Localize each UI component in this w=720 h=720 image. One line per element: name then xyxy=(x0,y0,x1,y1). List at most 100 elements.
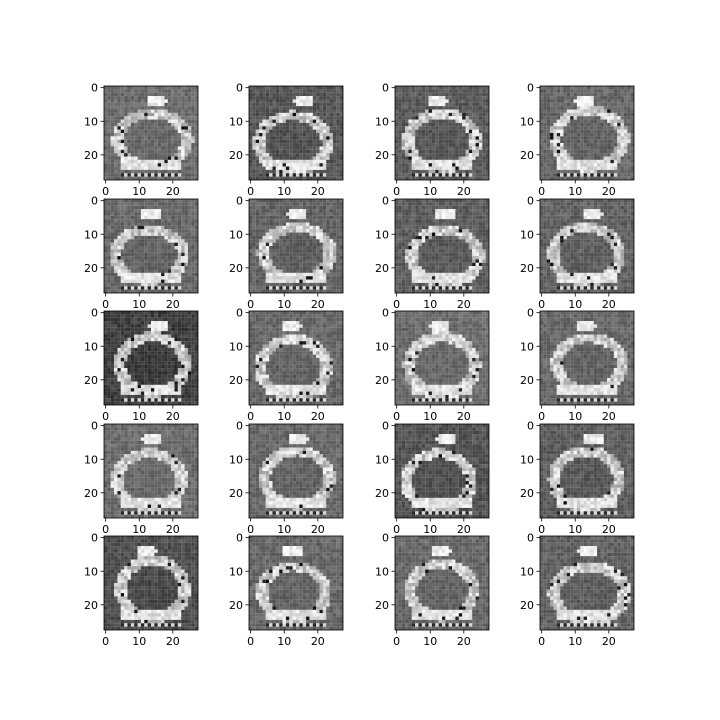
pixel-cell xyxy=(130,199,135,203)
pixel-cell xyxy=(421,136,426,140)
pixel-cell xyxy=(262,282,266,287)
pixel-cell xyxy=(617,166,621,170)
pixel-cell xyxy=(279,99,283,103)
pixel-cell xyxy=(465,199,469,203)
pixel-cell xyxy=(130,202,135,206)
pixel-cell xyxy=(151,269,155,273)
pixel-cell xyxy=(613,92,618,97)
pixel-cell xyxy=(140,129,145,134)
pixel-cell xyxy=(279,219,283,223)
pixel-cell xyxy=(415,126,419,130)
x-tick-label: 20 xyxy=(166,185,180,198)
pixel-cell xyxy=(475,133,479,137)
pixel-cell xyxy=(157,163,162,167)
pixel-cell xyxy=(184,222,188,226)
pixel-cell xyxy=(590,92,594,97)
pixel-cell xyxy=(174,242,178,247)
pixel-cell xyxy=(448,199,453,203)
pixel-cell xyxy=(597,153,601,157)
pixel-cell xyxy=(275,99,280,103)
pixel-cell xyxy=(408,129,412,134)
pixel-cell xyxy=(137,225,141,230)
pixel-cell xyxy=(296,143,300,147)
pixel-cell xyxy=(282,176,286,181)
pixel-cell xyxy=(120,86,125,90)
pixel-cell xyxy=(597,106,601,110)
pixel-cell xyxy=(623,102,628,107)
pixel-cell xyxy=(252,99,256,103)
pixel-cell xyxy=(442,129,446,134)
pixel-cell xyxy=(309,199,313,203)
pixel-cell xyxy=(593,109,598,113)
pixel-cell xyxy=(630,129,635,134)
pixel-cell xyxy=(576,99,581,103)
pixel-cell xyxy=(144,252,148,257)
pixel-cell xyxy=(296,89,300,93)
pixel-cell xyxy=(164,169,168,174)
pixel-cell xyxy=(117,202,121,206)
pixel-cell xyxy=(428,89,432,93)
pixel-cell xyxy=(177,89,182,93)
pixel-cell xyxy=(174,163,178,167)
pixel-cell xyxy=(194,212,199,216)
pixel-cell xyxy=(452,156,456,160)
pixel-cell xyxy=(174,282,178,287)
pixel-cell xyxy=(482,109,486,113)
pixel-cell xyxy=(255,242,260,247)
pixel-cell xyxy=(134,112,138,117)
pixel-cell xyxy=(613,86,618,90)
pixel-cell xyxy=(157,212,162,216)
pixel-cell xyxy=(296,212,300,216)
pixel-cell xyxy=(164,222,168,226)
pixel-cell xyxy=(475,109,479,113)
pixel-cell xyxy=(485,215,490,220)
pixel-cell xyxy=(442,159,446,164)
pixel-cell xyxy=(309,96,313,100)
pixel-cell xyxy=(249,176,253,181)
pixel-cell xyxy=(587,106,591,110)
pixel-cell xyxy=(408,176,412,181)
pixel-cell xyxy=(120,143,125,147)
pixel-cell xyxy=(309,209,313,213)
pixel-cell xyxy=(259,129,263,134)
pixel-cell xyxy=(296,156,300,160)
pixel-cell xyxy=(265,146,270,150)
pixel-cell xyxy=(269,99,273,103)
pixel-cell xyxy=(600,112,604,117)
pixel-cell xyxy=(282,122,286,127)
pixel-cell xyxy=(411,215,416,220)
pixel-cell xyxy=(137,116,141,120)
pixel-cell xyxy=(587,143,591,147)
pixel-cell xyxy=(252,282,256,287)
pixel-cell xyxy=(161,129,165,134)
pixel-cell xyxy=(120,173,125,177)
pixel-cell xyxy=(296,92,300,97)
pixel-cell xyxy=(262,246,266,250)
pixel-cell xyxy=(272,219,276,223)
pixel-cell xyxy=(421,159,426,164)
pixel-cell xyxy=(553,159,557,164)
pixel-cell xyxy=(445,176,449,181)
pixel-cell xyxy=(563,159,567,164)
pixel-cell xyxy=(289,239,293,243)
pixel-cell xyxy=(583,86,588,90)
pixel-cell xyxy=(127,176,131,181)
pixel-cell xyxy=(445,169,449,174)
pixel-cell xyxy=(336,272,340,277)
pixel-cell xyxy=(177,166,182,170)
pixel-cell xyxy=(191,229,195,233)
pixel-cell xyxy=(272,129,276,134)
pixel-cell xyxy=(482,173,486,177)
pixel-cell xyxy=(265,256,270,260)
pixel-cell xyxy=(316,209,320,213)
pixel-cell xyxy=(282,199,286,203)
pixel-cell xyxy=(259,249,263,253)
pixel-cell xyxy=(107,256,111,260)
pixel-cell xyxy=(613,139,618,144)
pixel-cell xyxy=(104,102,108,107)
pixel-cell xyxy=(570,153,574,157)
pixel-cell xyxy=(405,106,409,110)
pixel-cell xyxy=(154,96,158,100)
pixel-cell xyxy=(127,146,131,150)
pixel-cell xyxy=(285,146,290,150)
